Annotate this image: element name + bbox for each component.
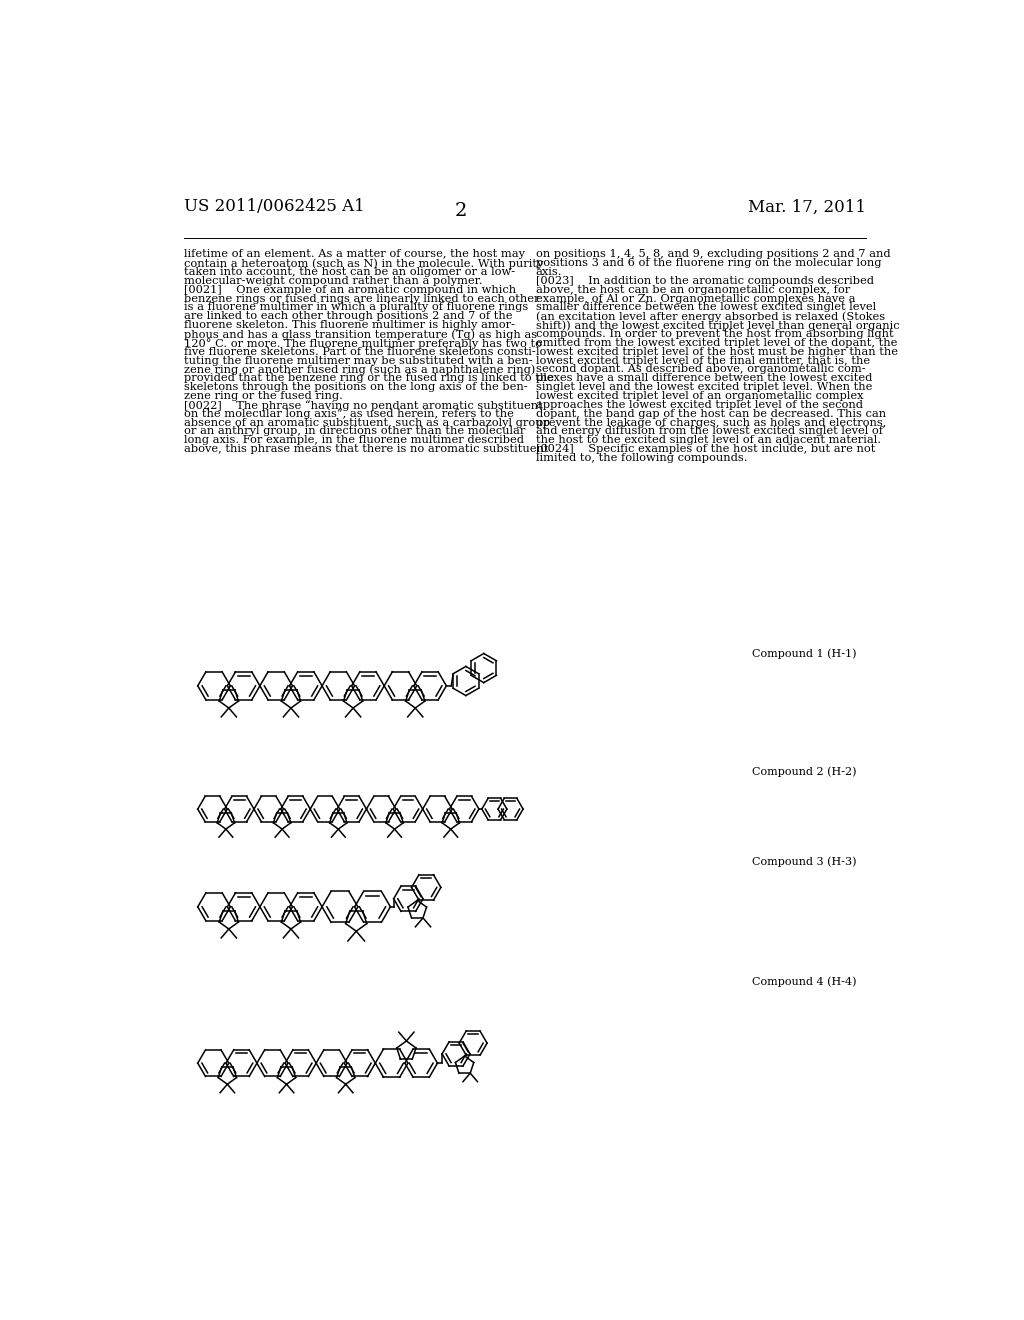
Text: dopant, the band gap of the host can be decreased. This can: dopant, the band gap of the host can be … bbox=[536, 409, 886, 418]
Text: (an excitation level after energy absorbed is relaxed (Stokes: (an excitation level after energy absorb… bbox=[536, 312, 885, 322]
Text: [0022]    The phrase “having no pendant aromatic substituent: [0022] The phrase “having no pendant aro… bbox=[183, 400, 543, 411]
Text: lowest excited triplet level of the final emitter, that is, the: lowest excited triplet level of the fina… bbox=[536, 355, 869, 366]
Text: skeletons through the positions on the long axis of the ben-: skeletons through the positions on the l… bbox=[183, 381, 527, 392]
Text: on the molecular long axis”, as used herein, refers to the: on the molecular long axis”, as used her… bbox=[183, 409, 514, 418]
Text: example, of Al or Zn. Organometallic complexes have a: example, of Al or Zn. Organometallic com… bbox=[536, 293, 855, 304]
Text: molecular-weight compound rather than a polymer.: molecular-weight compound rather than a … bbox=[183, 276, 482, 286]
Text: prevent the leakage of charges, such as holes and electrons,: prevent the leakage of charges, such as … bbox=[536, 417, 886, 428]
Text: fluorene skeleton. This fluorene multimer is highly amor-: fluorene skeleton. This fluorene multime… bbox=[183, 321, 515, 330]
Text: long axis. For example, in the fluorene multimer described: long axis. For example, in the fluorene … bbox=[183, 436, 524, 445]
Text: lowest excited triplet level of an organometallic complex: lowest excited triplet level of an organ… bbox=[536, 391, 863, 401]
Text: zene ring or the fused ring.: zene ring or the fused ring. bbox=[183, 391, 343, 401]
Text: limited to, the following compounds.: limited to, the following compounds. bbox=[536, 453, 748, 463]
Text: provided that the benzene ring or the fused ring is linked to the: provided that the benzene ring or the fu… bbox=[183, 374, 554, 383]
Text: benzene rings or fused rings are linearly linked to each other: benzene rings or fused rings are linearl… bbox=[183, 293, 540, 304]
Text: approaches the lowest excited triplet level of the second: approaches the lowest excited triplet le… bbox=[536, 400, 862, 409]
Text: smaller difference between the lowest excited singlet level: smaller difference between the lowest ex… bbox=[536, 302, 876, 313]
Text: five fluorene skeletons. Part of the fluorene skeletons consti-: five fluorene skeletons. Part of the flu… bbox=[183, 347, 536, 356]
Text: 2: 2 bbox=[455, 202, 467, 219]
Text: above, the host can be an organometallic complex, for: above, the host can be an organometallic… bbox=[536, 285, 850, 294]
Text: zene ring or another fused ring (such as a naphthalene ring): zene ring or another fused ring (such as… bbox=[183, 364, 536, 375]
Text: and energy diffusion from the lowest excited singlet level of: and energy diffusion from the lowest exc… bbox=[536, 426, 883, 437]
Text: lifetime of an element. As a matter of course, the host may: lifetime of an element. As a matter of c… bbox=[183, 249, 524, 259]
Text: Mar. 17, 2011: Mar. 17, 2011 bbox=[748, 198, 866, 215]
Text: Compound 2 (H-2): Compound 2 (H-2) bbox=[752, 767, 856, 777]
Text: Compound 4 (H-4): Compound 4 (H-4) bbox=[752, 977, 856, 987]
Text: tuting the fluorene multimer may be substituted with a ben-: tuting the fluorene multimer may be subs… bbox=[183, 355, 532, 366]
Text: the host to the excited singlet level of an adjacent material.: the host to the excited singlet level of… bbox=[536, 436, 881, 445]
Text: positions 3 and 6 of the fluorene ring on the molecular long: positions 3 and 6 of the fluorene ring o… bbox=[536, 259, 881, 268]
Text: taken into account, the host can be an oligomer or a low-: taken into account, the host can be an o… bbox=[183, 267, 515, 277]
Text: are linked to each other through positions 2 and 7 of the: are linked to each other through positio… bbox=[183, 312, 512, 321]
Text: contain a heteroatom (such as N) in the molecule. With purity: contain a heteroatom (such as N) in the … bbox=[183, 259, 543, 269]
Text: compounds. In order to prevent the host from absorbing light: compounds. In order to prevent the host … bbox=[536, 329, 893, 339]
Text: absence of an aromatic substituent, such as a carbazolyl group: absence of an aromatic substituent, such… bbox=[183, 417, 550, 428]
Text: plexes have a small difference between the lowest excited: plexes have a small difference between t… bbox=[536, 374, 872, 383]
Text: axis.: axis. bbox=[536, 267, 562, 277]
Text: lowest excited triplet level of the host must be higher than the: lowest excited triplet level of the host… bbox=[536, 347, 898, 356]
Text: on positions 1, 4, 5, 8, and 9, excluding positions 2 and 7 and: on positions 1, 4, 5, 8, and 9, excludin… bbox=[536, 249, 890, 259]
Text: Compound 3 (H-3): Compound 3 (H-3) bbox=[752, 857, 856, 867]
Text: 120° C. or more. The fluorene multimer preferably has two to: 120° C. or more. The fluorene multimer p… bbox=[183, 338, 542, 348]
Text: US 2011/0062425 A1: US 2011/0062425 A1 bbox=[183, 198, 365, 215]
Text: is a fluorene multimer in which a plurality of fluorene rings: is a fluorene multimer in which a plural… bbox=[183, 302, 528, 313]
Text: emitted from the lowest excited triplet level of the dopant, the: emitted from the lowest excited triplet … bbox=[536, 338, 897, 347]
Text: second dopant. As described above, organometallic com-: second dopant. As described above, organ… bbox=[536, 364, 865, 375]
Text: [0023]    In addition to the aromatic compounds described: [0023] In addition to the aromatic compo… bbox=[536, 276, 873, 286]
Text: or an anthryl group, in directions other than the molecular: or an anthryl group, in directions other… bbox=[183, 426, 525, 437]
Text: above, this phrase means that there is no aromatic substituent: above, this phrase means that there is n… bbox=[183, 444, 548, 454]
Text: singlet level and the lowest excited triplet level. When the: singlet level and the lowest excited tri… bbox=[536, 381, 872, 392]
Text: [0024]    Specific examples of the host include, but are not: [0024] Specific examples of the host inc… bbox=[536, 444, 876, 454]
Text: shift)) and the lowest excited triplet level than general organic: shift)) and the lowest excited triplet l… bbox=[536, 321, 899, 331]
Text: phous and has a glass transition temperature (Tg) as high as: phous and has a glass transition tempera… bbox=[183, 329, 537, 339]
Text: Compound 1 (H-1): Compound 1 (H-1) bbox=[752, 648, 856, 659]
Text: [0021]    One example of an aromatic compound in which: [0021] One example of an aromatic compou… bbox=[183, 285, 516, 294]
